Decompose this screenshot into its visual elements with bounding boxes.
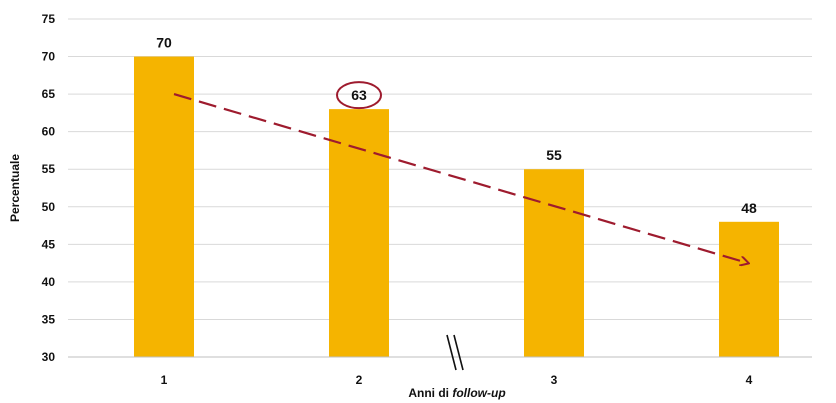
y-tick-label: 45 bbox=[42, 237, 56, 251]
y-axis-ticks: 30 35 40 45 50 55 60 65 70 75 bbox=[42, 12, 56, 364]
bar bbox=[719, 221, 779, 357]
y-axis-title: Percentuale bbox=[8, 154, 22, 222]
axis-break-stroke bbox=[446, 334, 457, 371]
data-label: 70 bbox=[156, 35, 172, 51]
axis-break-marker bbox=[446, 334, 464, 371]
bar bbox=[329, 109, 389, 357]
y-tick-label: 75 bbox=[42, 12, 56, 26]
data-labels: 70 63 55 48 bbox=[156, 35, 757, 216]
data-label: 55 bbox=[546, 147, 562, 163]
x-axis-title: Anni di follow-up bbox=[408, 386, 505, 400]
y-tick-label: 30 bbox=[42, 350, 56, 364]
highlight-ring bbox=[336, 81, 382, 110]
bar bbox=[524, 169, 584, 357]
x-axis-ticks: 1 2 3 4 bbox=[161, 373, 753, 387]
x-tick-label: 3 bbox=[551, 373, 558, 387]
trend-arrow bbox=[173, 93, 748, 263]
bar bbox=[134, 56, 194, 358]
axis-break-stroke bbox=[453, 334, 464, 371]
x-tick-label: 2 bbox=[356, 373, 363, 387]
y-tick-label: 55 bbox=[42, 162, 56, 176]
x-axis-title-italic: follow-up bbox=[452, 386, 505, 400]
x-axis-title-prefix: Anni di bbox=[408, 386, 452, 400]
y-tick-label: 50 bbox=[42, 200, 56, 214]
bars bbox=[134, 56, 779, 358]
y-tick-label: 60 bbox=[42, 125, 56, 139]
y-tick-label: 35 bbox=[42, 312, 56, 326]
y-tick-label: 40 bbox=[42, 275, 56, 289]
x-tick-label: 1 bbox=[161, 373, 168, 387]
y-tick-label: 65 bbox=[42, 87, 56, 101]
data-label: 63 bbox=[351, 87, 367, 103]
data-label: 48 bbox=[741, 200, 757, 216]
x-tick-label: 4 bbox=[746, 373, 753, 387]
y-tick-label: 70 bbox=[42, 50, 56, 64]
